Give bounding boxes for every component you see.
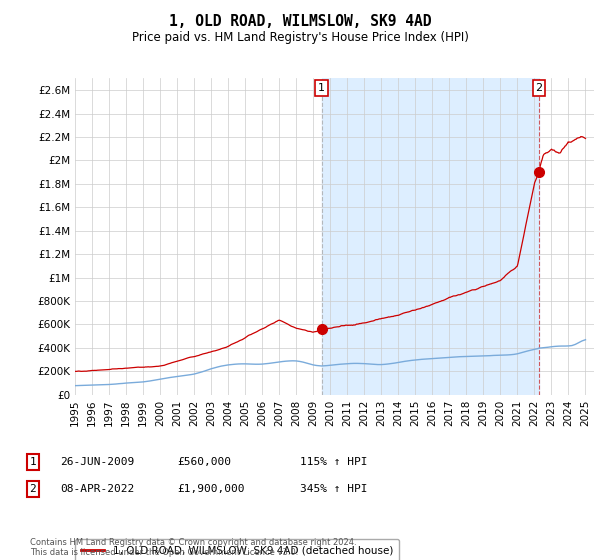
Text: 2: 2 — [535, 83, 542, 93]
Text: 1: 1 — [318, 83, 325, 93]
Text: £560,000: £560,000 — [177, 457, 231, 467]
Text: 115% ↑ HPI: 115% ↑ HPI — [300, 457, 367, 467]
Text: £1,900,000: £1,900,000 — [177, 484, 245, 494]
Text: 08-APR-2022: 08-APR-2022 — [60, 484, 134, 494]
Bar — [322, 78, 539, 395]
Text: Price paid vs. HM Land Registry's House Price Index (HPI): Price paid vs. HM Land Registry's House … — [131, 31, 469, 44]
Text: 2: 2 — [29, 484, 37, 494]
Text: 1, OLD ROAD, WILMSLOW, SK9 4AD: 1, OLD ROAD, WILMSLOW, SK9 4AD — [169, 14, 431, 29]
Text: 26-JUN-2009: 26-JUN-2009 — [60, 457, 134, 467]
Legend: 1, OLD ROAD, WILMSLOW, SK9 4AD (detached house), HPI: Average price, detached ho: 1, OLD ROAD, WILMSLOW, SK9 4AD (detached… — [75, 539, 399, 560]
Text: 1: 1 — [29, 457, 37, 467]
Text: Contains HM Land Registry data © Crown copyright and database right 2024.
This d: Contains HM Land Registry data © Crown c… — [30, 538, 356, 557]
Text: 345% ↑ HPI: 345% ↑ HPI — [300, 484, 367, 494]
